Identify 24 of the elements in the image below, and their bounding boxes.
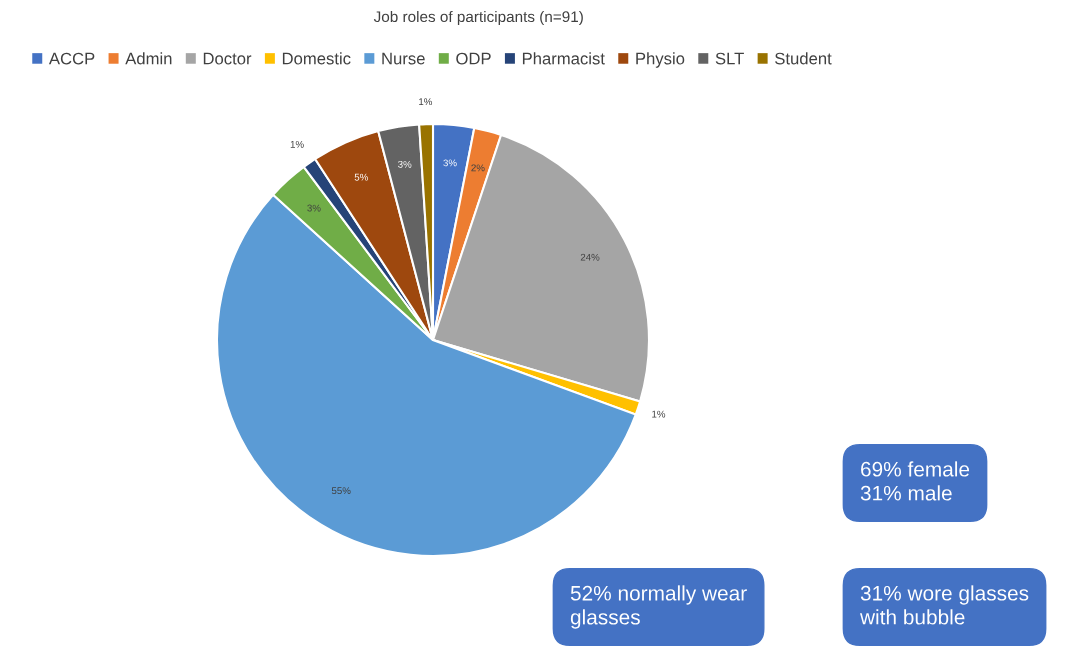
data-label: 2% <box>471 164 485 172</box>
data-label: 24% <box>580 253 600 261</box>
legend-label: ACCP <box>48 52 95 65</box>
legend-label: Doctor <box>203 52 252 65</box>
chart-title: Job roles of participants (n=91) <box>373 10 583 26</box>
legend-label: SLT <box>715 52 744 65</box>
legend-label: Admin <box>125 52 172 65</box>
legend-label: Physio <box>636 52 685 68</box>
legend-label: Pharmacist <box>522 52 605 65</box>
legend-label: Nurse <box>382 52 425 65</box>
data-label: 1% <box>652 410 666 418</box>
text: 31% wore glasses with bubble <box>859 585 1029 625</box>
text: 52% normally wear glasses <box>570 585 747 629</box>
data-label: 55% <box>331 487 351 495</box>
legend-label: Domestic <box>282 52 351 65</box>
data-label: 3% <box>443 159 457 167</box>
data-label: 1% <box>419 98 433 106</box>
legend-label: ODP <box>456 52 491 65</box>
data-label: 5% <box>354 173 368 181</box>
text: 69% female 31% male <box>860 461 970 501</box>
data-label: 3% <box>398 160 412 168</box>
legend-label: Student <box>775 52 832 65</box>
data-label: 3% <box>307 204 321 212</box>
data-label: 1% <box>290 140 304 148</box>
